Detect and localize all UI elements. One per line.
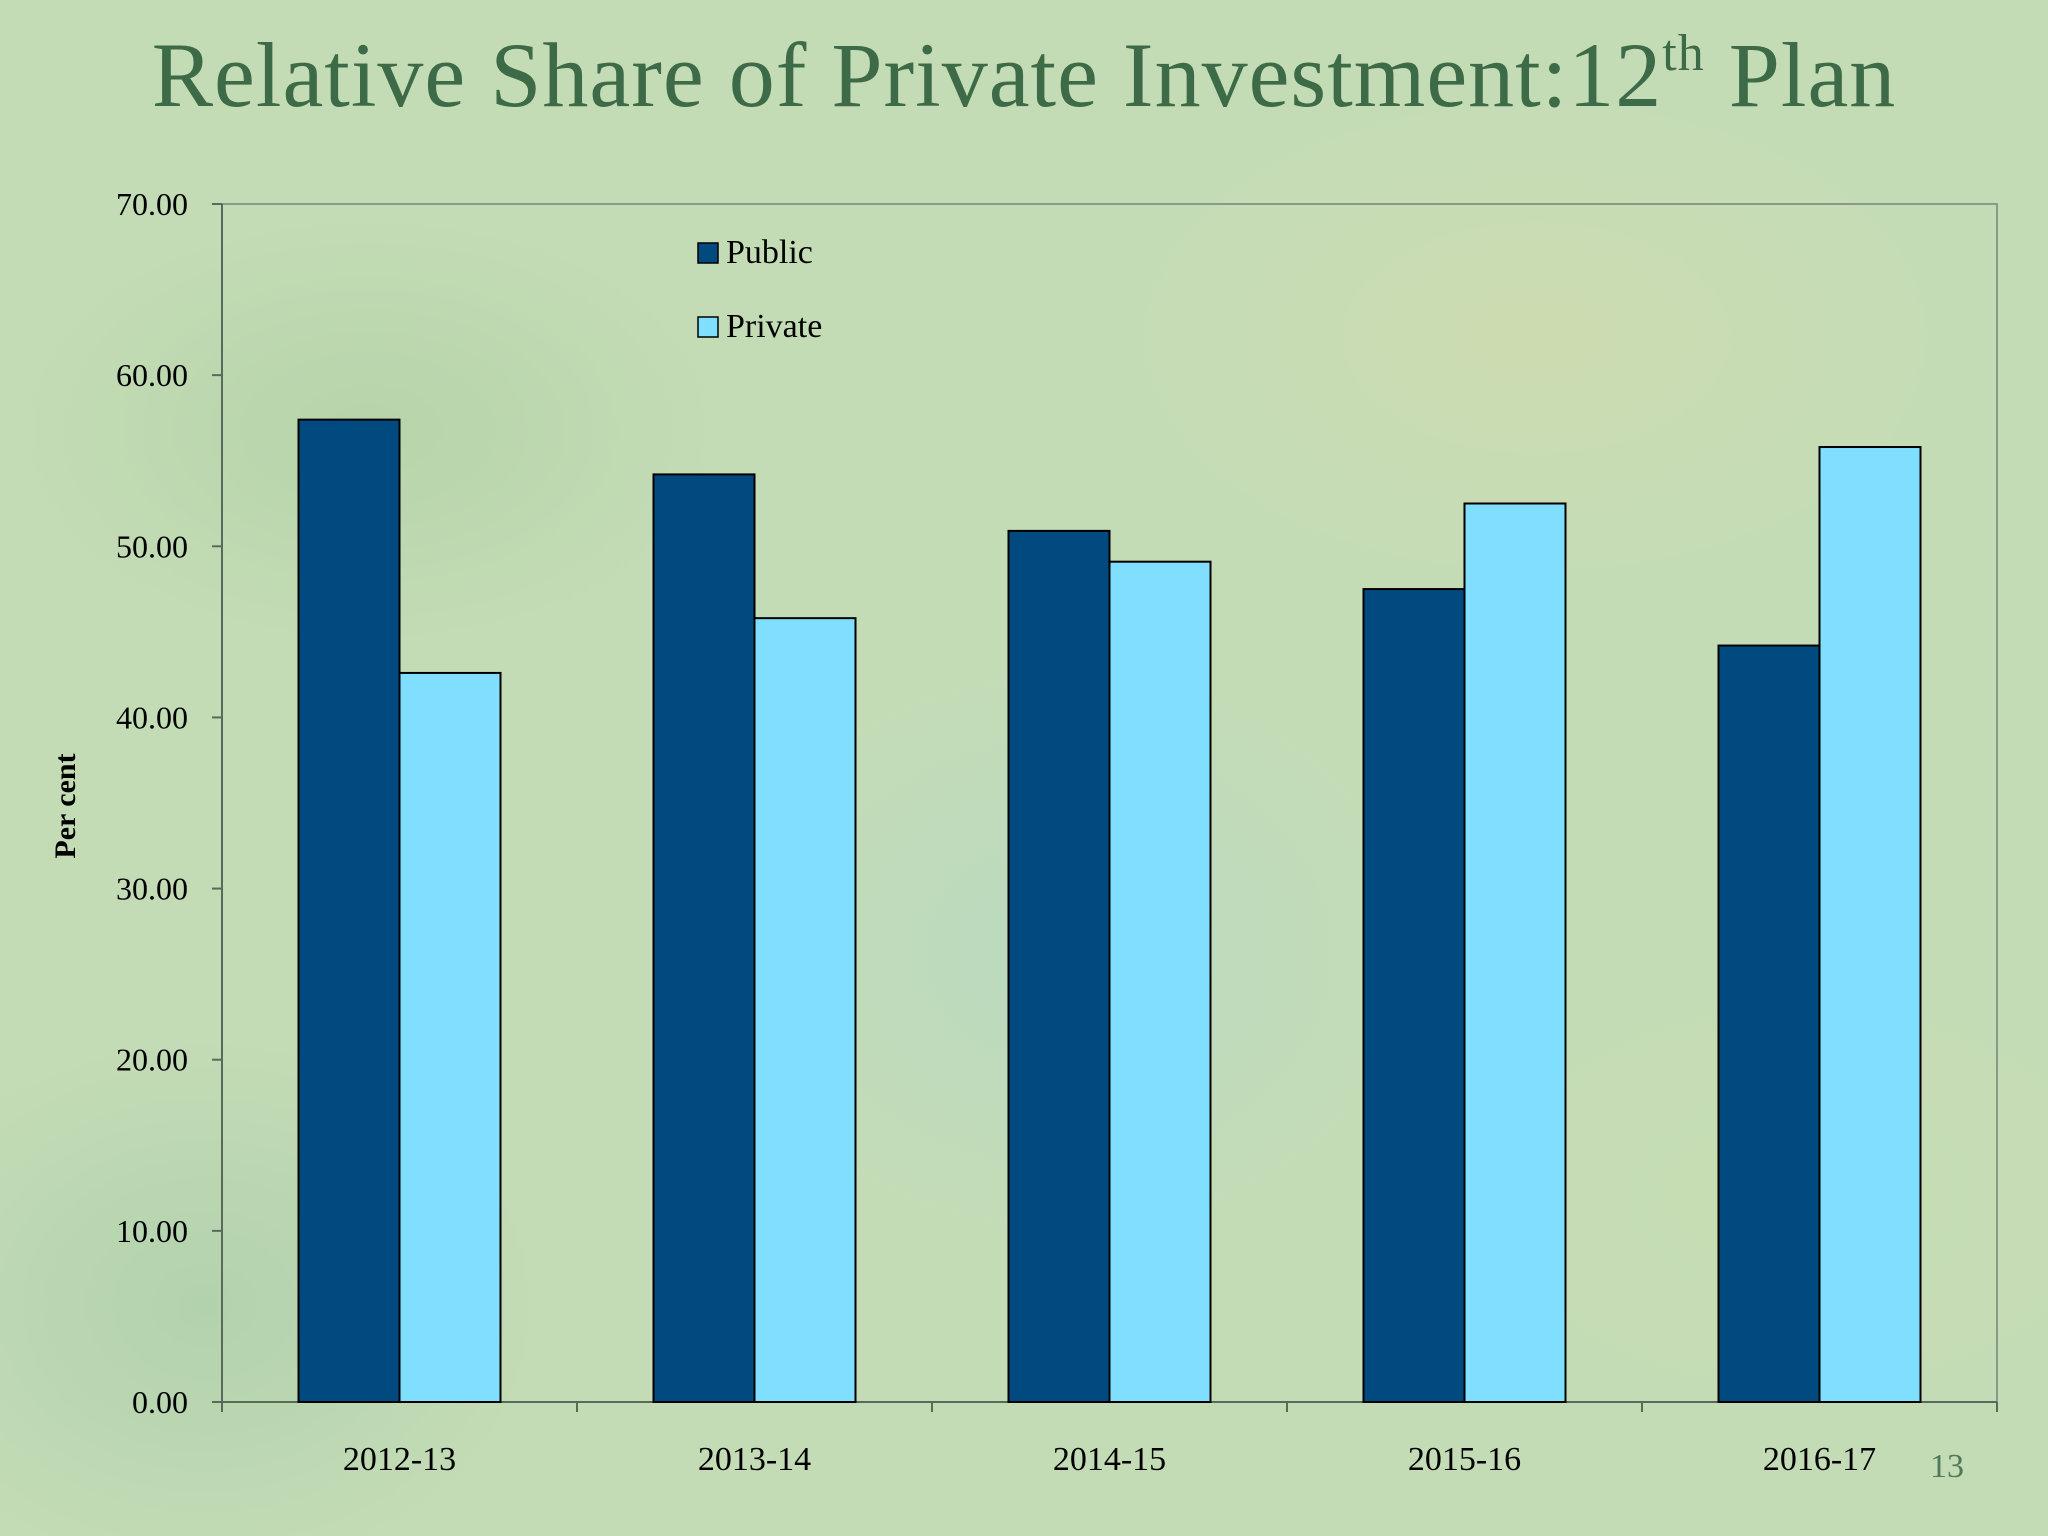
legend: Public Private — [697, 234, 822, 345]
bar-public — [297, 418, 401, 1403]
bar-private — [1108, 560, 1212, 1403]
title-superscript: th — [1662, 25, 1705, 82]
bar-public — [1362, 588, 1466, 1403]
y-tick-label: 10.00 — [116, 1213, 188, 1249]
x-tick-label: 2015-16 — [1408, 1441, 1521, 1478]
x-tick-label: 2013-14 — [698, 1441, 811, 1478]
title-suffix: Plan — [1704, 24, 1897, 126]
y-axis-ticks: 0.00 10.00 20.00 30.00 40.00 50.00 60.00 70.00 — [116, 186, 222, 1420]
x-axis-ticks: 2012-13 2013-14 2014-15 2015-16 2016-17 — [221, 1402, 1998, 1478]
x-tick-label: 2012-13 — [343, 1441, 456, 1478]
legend-label-public: Public — [726, 234, 813, 271]
bar-private — [753, 617, 857, 1403]
bar-public — [1007, 529, 1111, 1403]
slide-title: Relative Share of Private Investment:12t… — [0, 22, 2048, 128]
bar-series — [297, 418, 1922, 1404]
bar-private — [1818, 446, 1922, 1404]
y-tick-label: 70.00 — [116, 186, 188, 222]
bar-public — [1717, 644, 1821, 1403]
bar-private — [1463, 502, 1567, 1403]
y-tick-label: 40.00 — [116, 699, 188, 735]
x-tick-label: 2014-15 — [1053, 1441, 1166, 1478]
page-number: 13 — [1930, 1448, 1964, 1485]
bar-public — [652, 473, 756, 1403]
title-main: Relative Share of Private Investment:12 — [151, 24, 1663, 126]
y-tick-label: 20.00 — [116, 1042, 188, 1078]
y-tick-label: 30.00 — [116, 871, 188, 907]
y-tick-label: 50.00 — [116, 528, 188, 564]
y-tick-label: 0.00 — [132, 1384, 188, 1420]
bar-private — [398, 671, 502, 1403]
y-axis-title: Per cent — [49, 753, 82, 858]
x-tick-label: 2016-17 — [1763, 1441, 1876, 1478]
legend-swatch-public — [697, 242, 719, 264]
y-tick-label: 60.00 — [116, 357, 188, 393]
legend-swatch-private — [697, 316, 719, 338]
legend-label-private: Private — [726, 308, 822, 345]
